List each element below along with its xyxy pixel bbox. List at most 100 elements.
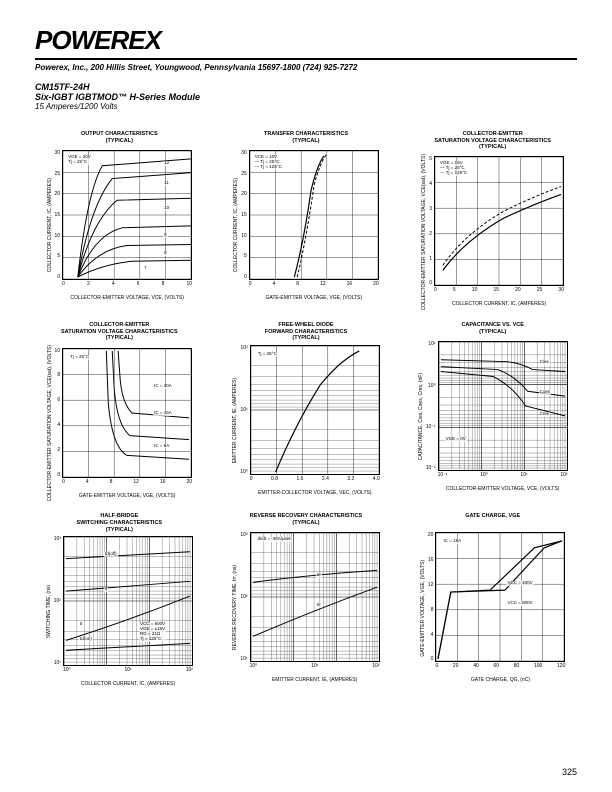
chart-annotation: IC = 15A: [153, 411, 173, 416]
chart-annotation: tf: [104, 587, 109, 592]
chart-annotation: Irr: [316, 603, 322, 608]
chart-annotation: 8: [163, 251, 168, 256]
chart-7: REVERSE RECOVERY CHARACTERISTICS (TYPICA…: [222, 513, 391, 687]
plot-area: VGE = 0V Cies Coes Cres: [438, 341, 568, 471]
x-axis-label: COLLECTOR CURRENT, IC, (AMPERES): [81, 681, 175, 687]
chart-annotation: VCE = 10V — Tj = 25°C --- Tj = 125°C: [254, 155, 283, 170]
chart-annotation: trr: [316, 573, 322, 578]
x-ticks: 10⁰10¹10²: [63, 667, 193, 673]
x-ticks: 051015202530: [434, 287, 564, 293]
chart-annotation: IC = 6A: [153, 444, 170, 449]
x-ticks: 10⁻¹10⁰10¹10²: [438, 472, 568, 478]
y-ticks: 302520151050: [241, 150, 247, 280]
x-axis-label: COLLECTOR-EMITTER VOLTAGE, VCE, (VOLTS): [70, 295, 184, 301]
chart-title: COLLECTOR-EMITTER SATURATION VOLTAGE CHA…: [61, 322, 178, 342]
y-axis-label: EMITTER CURRENT, IE, (AMPERES): [232, 378, 238, 463]
chart-6: HALF-BRIDGE SWITCHING CHARACTERISTICS (T…: [35, 513, 204, 687]
y-axis-label: COLLECTOR-EMITTER SATURATION VOLTAGE, VC…: [421, 154, 427, 310]
chart-annotation: 10: [163, 206, 170, 211]
plot-area: VCE = 10V — Tj = 25°C --- Tj = 125°C: [249, 150, 379, 280]
part-specification: 15 Amperes/1200 Volts: [35, 102, 577, 111]
y-axis-label: SWITCHING TIME, (ns): [46, 585, 52, 638]
x-ticks: 00.81.62.43.24.0: [250, 476, 380, 482]
chart-annotation: Coes: [539, 390, 552, 395]
chart-title: FREE-WHEEL DIODE FORWARD CHARACTERISTICS…: [265, 322, 347, 342]
y-axis-label: COLLECTOR CURRENT, IC, (AMPERES): [233, 178, 239, 272]
y-ticks: 10³10²10¹: [54, 536, 61, 666]
chart-annotation: VCC = 600V VGE = ±15V RG = 21Ω Tj = 125°…: [139, 622, 166, 642]
chart-annotation: VGE = 15V — Tj = 25°C --- Tj = 125°C: [439, 161, 468, 176]
chart-annotation: tr: [79, 622, 84, 627]
plot-area: di/dt = -30A/μsec trr Irr: [250, 532, 380, 662]
x-ticks: 020406080100120: [435, 663, 565, 669]
chart-2: COLLECTOR-EMITTER SATURATION VOLTAGE CHA…: [408, 131, 577, 310]
plot-area: Tj = 25°C IC = 30A IC = 15A IC = 6A: [62, 348, 192, 478]
x-axis-label: GATE CHARGE, QG, (nC): [471, 677, 530, 683]
chart-title: COLLECTOR-EMITTER SATURATION VOLTAGE CHA…: [434, 131, 551, 151]
y-axis-label: COLLECTOR CURRENT, IC, (AMPERES): [47, 178, 53, 272]
x-axis-label: GATE-EMITTER VOLTAGE, VGE, (VOLTS): [79, 493, 176, 499]
chart-title: OUTPUT CHARACTERISTICS (TYPICAL): [81, 131, 158, 147]
chart-5: CAPACITANCE VS. VCE (TYPICAL) CAPACITANCE…: [408, 322, 577, 501]
chart-annotation: Tj = 25°C: [69, 355, 90, 360]
page-number: 325: [562, 767, 577, 777]
chart-annotation: Cres: [539, 412, 551, 417]
y-ticks: 1086420: [55, 348, 61, 478]
plot-area: td(off) tf tr td(on) VCC = 600V VGE = ±15V R…: [63, 536, 193, 666]
chart-annotation: IC = 15A: [442, 539, 462, 544]
chart-annotation: 7: [143, 266, 148, 271]
y-axis-label: REVERSE RECOVERY TIME, trr, (ns): [232, 565, 238, 650]
chart-annotation: td(on): [79, 637, 93, 642]
chart-annotation: 12: [163, 161, 170, 166]
x-axis-label: COLLECTOR CURRENT, IC, (AMPERES): [452, 301, 546, 307]
x-ticks: 0246810: [62, 281, 192, 287]
chart-annotation: 11: [163, 181, 170, 186]
chart-4: FREE-WHEEL DIODE FORWARD CHARACTERISTICS…: [222, 322, 391, 501]
x-axis-label: GATE-EMITTER VOLTAGE, VGE, (VOLTS): [265, 295, 362, 301]
plot-area: VGE = 15V — Tj = 25°C --- Tj = 125°C: [434, 156, 564, 286]
x-axis-label: EMITTER CURRENT, IE, (AMPERES): [272, 677, 357, 683]
company-address: Powerex, Inc., 200 Hillis Street, Youngw…: [35, 63, 577, 72]
chart-1: TRANSFER CHARACTERISTICS (TYPICAL) COLLEC…: [222, 131, 391, 310]
x-ticks: 048121620: [62, 479, 192, 485]
chart-annotation: VGE = 0V: [445, 437, 467, 442]
y-ticks: 543210: [429, 156, 432, 286]
logo-text: POWEREX: [35, 25, 161, 56]
y-axis-label: CAPACITANCE, Cies, Coes, Cres, (nF): [418, 373, 424, 460]
y-ticks: 302520151050: [55, 150, 61, 280]
chart-0: OUTPUT CHARACTERISTICS (TYPICAL) COLLECTO…: [35, 131, 204, 310]
x-ticks: 048121620: [249, 281, 379, 287]
x-axis-label: COLLECTOR-EMITTER VOLTAGE, VCE, (VOLTS): [446, 486, 560, 492]
chart-annotation: Cies: [539, 360, 550, 365]
chart-annotation: VCC = 400V: [506, 581, 533, 586]
plot-area: VGE = 20V Tj = 25°C 12 11 10 9 8 7: [62, 150, 192, 280]
x-ticks: 10⁰10¹10²: [250, 663, 380, 669]
plot-area: IC = 15A VCC = 400V VCC = 800V: [435, 532, 565, 662]
y-axis-label: COLLECTOR-EMITTER SATURATION VOLTAGE, VC…: [47, 345, 53, 501]
part-number: CM15TF-24H: [35, 82, 577, 92]
chart-8: GATE CHARGE, VGE GATE-EMITTER VOLTAGE, VG…: [408, 513, 577, 687]
chart-annotation: di/dt = -30A/μsec: [257, 537, 293, 542]
y-ticks: 10³10²10¹: [240, 532, 247, 662]
y-ticks: 201612840: [428, 532, 434, 662]
chart-grid: OUTPUT CHARACTERISTICS (TYPICAL) COLLECTO…: [35, 131, 577, 687]
company-logo: POWEREX: [35, 25, 577, 60]
chart-annotation: td(off): [104, 552, 118, 557]
y-ticks: 10¹10⁰10⁻¹10⁻²: [426, 341, 436, 471]
chart-title: HALF-BRIDGE SWITCHING CHARACTERISTICS (T…: [77, 513, 163, 533]
chart-annotation: IC = 30A: [153, 384, 173, 389]
y-axis-label: GATE-EMITTER VOLTAGE, VGE, (VOLTS): [420, 560, 426, 657]
chart-annotation: 9: [163, 233, 168, 238]
x-axis-label: EMITTER-COLLECTOR VOLTAGE, VEC, (VOLTS): [258, 490, 372, 496]
plot-area: Tj = 25°C: [250, 345, 380, 475]
chart-annotation: VGE = 20V Tj = 25°C: [67, 155, 92, 165]
chart-title: GATE CHARGE, VGE: [465, 513, 520, 529]
chart-title: TRANSFER CHARACTERISTICS (TYPICAL): [264, 131, 348, 147]
chart-title: CAPACITANCE VS. VCE (TYPICAL): [461, 322, 523, 338]
chart-title: REVERSE RECOVERY CHARACTERISTICS (TYPICA…: [250, 513, 362, 529]
chart-annotation: Tj = 25°C: [257, 352, 278, 357]
chart-3: COLLECTOR-EMITTER SATURATION VOLTAGE CHA…: [35, 322, 204, 501]
part-description: Six-IGBT IGBTMOD™ H-Series Module: [35, 92, 577, 102]
y-ticks: 10²10¹10⁰: [240, 345, 248, 475]
chart-annotation: VCC = 800V: [506, 601, 533, 606]
